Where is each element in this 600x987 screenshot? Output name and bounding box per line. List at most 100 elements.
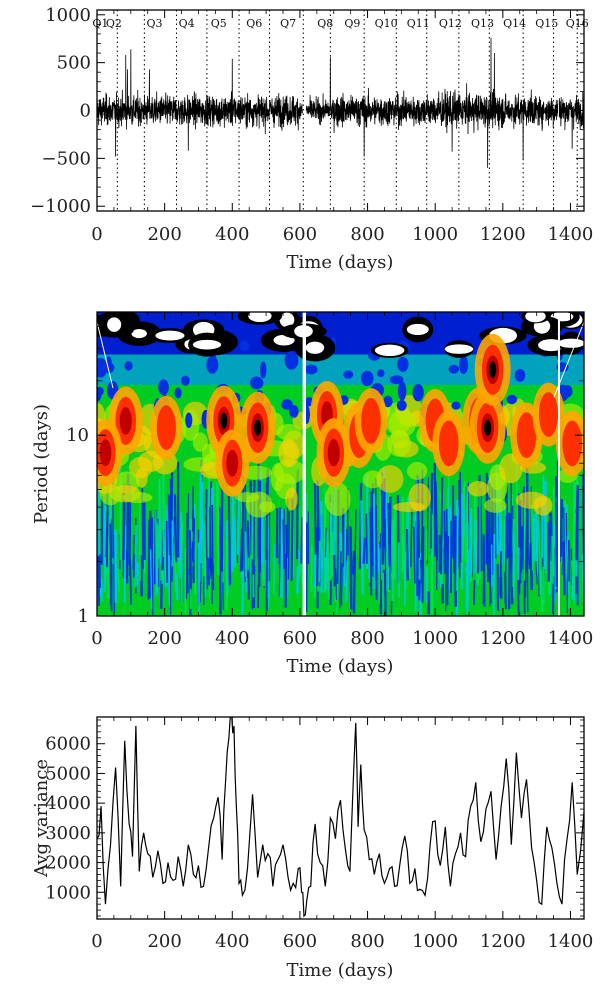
wavelet-streak [526, 528, 529, 613]
wavelet-island [448, 364, 460, 374]
x-tick-label: 800 [350, 931, 384, 952]
wavelet-streak [313, 554, 317, 588]
wavelet-streak [369, 511, 373, 596]
x-tick-label: 1400 [548, 931, 594, 952]
quarter-label: Q5 [211, 17, 227, 30]
x-tick-label: 400 [215, 931, 249, 952]
wavelet-hotspot-peak [484, 419, 492, 436]
wavelet-streak [340, 562, 343, 606]
wavelet-streak [575, 485, 579, 559]
wavelet-hotspot-peak [489, 361, 497, 378]
x-tick-label: 1000 [412, 628, 458, 649]
wavelet-streak [504, 515, 508, 604]
wavelet-xlabel: Time (days) [287, 656, 394, 677]
x-tick-label: 0 [91, 224, 102, 245]
wavelet-hotspot [516, 412, 537, 459]
wavelet-streak [290, 498, 294, 582]
wavelet-patch [192, 432, 208, 452]
wavelet-white-hole [107, 317, 122, 332]
wavelet-streak [421, 526, 425, 603]
y-tick-label: 1 [78, 606, 89, 627]
wavelet-patch [408, 483, 431, 512]
wavelet-island [304, 364, 318, 375]
wavelet-axis-ticks: 1 10 0 200 400 600 800 1000 1200 1400 [66, 312, 593, 649]
x-tick-label: 0 [91, 931, 102, 952]
wavelet-streak [205, 515, 209, 590]
wavelet-streak [535, 520, 539, 557]
wavelet-streak [227, 495, 232, 585]
quarter-label: Q6 [246, 17, 262, 30]
wavelet-hotspot-core [99, 439, 112, 467]
wavelet-streak [498, 540, 502, 563]
wavelet-streak [186, 553, 189, 593]
wavelet-streak [129, 559, 133, 605]
wavelet-streak [449, 506, 452, 586]
wavelet-streak [455, 507, 459, 591]
wavelet-streak [246, 520, 250, 558]
wavelet-streak [139, 555, 144, 597]
wavelet-panel: 1 10 0 200 400 600 800 1000 1200 1400 Time (days)… [31, 311, 593, 677]
y-tick-label: 5000 [45, 763, 91, 784]
wavelet-streak [219, 507, 222, 581]
wavelet-streak [362, 537, 367, 564]
wavelet-island [397, 356, 409, 372]
wavelet-streak [163, 519, 168, 588]
wavelet-streak [407, 540, 411, 579]
wavelet-patch [362, 470, 383, 489]
wavelet-streak [445, 509, 449, 563]
wavelet-streak [197, 542, 201, 615]
wavelet-island [209, 354, 217, 366]
wavelet-streak [296, 565, 300, 594]
wavelet-streak [418, 579, 421, 601]
coi-right [553, 321, 584, 398]
x-tick-label: 600 [283, 931, 317, 952]
quarter-label: Q7 [280, 17, 296, 30]
wavelet-streak [165, 520, 169, 583]
wavelet-hotspot [538, 392, 559, 437]
wavelet-streak [539, 569, 544, 612]
wavelet-power-field [97, 312, 584, 616]
wavelet-streak [466, 549, 470, 614]
wavelet-island [181, 375, 190, 386]
y-tick-label: −500 [42, 148, 91, 169]
wavelet-streak [206, 475, 211, 568]
wavelet-island [389, 375, 404, 385]
quarter-label: Q11 [407, 17, 430, 30]
wavelet-white-hole [131, 328, 147, 339]
wavelet-streak [175, 574, 179, 601]
wavelet-streak [123, 525, 127, 604]
variance-axis-ticks: 1000 2000 3000 4000 5000 6000 0 200 400 600 800 100… [45, 717, 593, 952]
wavelet-island [158, 379, 169, 396]
wavelet-streak [169, 471, 174, 557]
wavelet-streak [520, 525, 524, 573]
wavelet-island [514, 368, 526, 382]
wavelet-streak [156, 525, 160, 569]
wavelet-streak [192, 518, 196, 562]
wavelet-island [343, 370, 354, 379]
wavelet-patch [407, 461, 428, 480]
wavelet-white-hole [538, 339, 565, 352]
y-tick-label: 0 [80, 101, 91, 122]
wavelet-white-hole [525, 312, 546, 323]
wavelet-streak [535, 561, 538, 585]
wavelet-streak [232, 517, 237, 567]
y-tick-label: 1000 [45, 5, 91, 26]
wavelet-island [397, 381, 407, 401]
y-tick-label: 6000 [45, 734, 91, 755]
wavelet-streak [410, 508, 413, 568]
wavelet-island [281, 399, 293, 410]
wavelet-streak [349, 526, 353, 610]
wavelet-streak [342, 512, 345, 568]
wavelet-streak [159, 580, 163, 610]
wavelet-streak [149, 549, 153, 610]
quarter-label: Q13 [471, 17, 494, 30]
quarter-label: Q8 [317, 17, 333, 30]
wavelet-streak [378, 548, 381, 604]
wavelet-patch [387, 430, 412, 457]
wavelet-patch [324, 482, 351, 517]
wavelet-patch [278, 439, 299, 468]
wavelet-white-hole [305, 341, 325, 354]
wavelet-ylabel: Period (days) [31, 404, 52, 524]
